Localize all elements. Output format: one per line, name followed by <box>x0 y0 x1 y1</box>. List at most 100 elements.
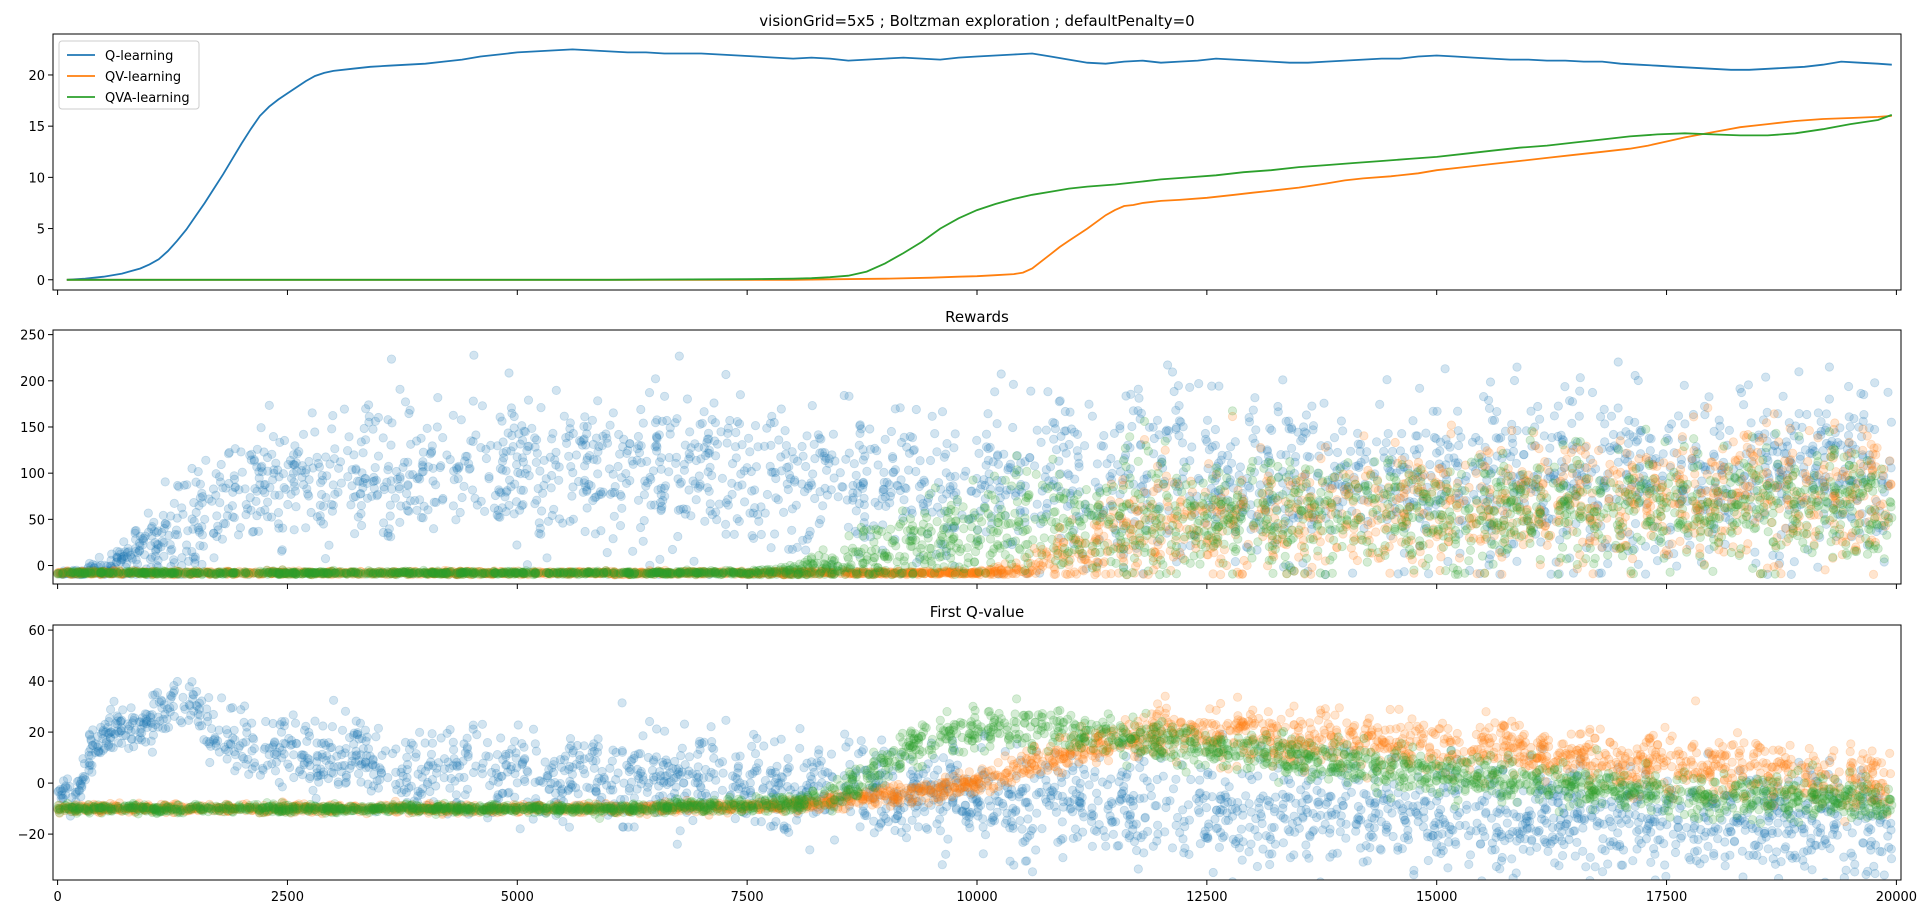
scatter-point <box>405 405 415 415</box>
scatter-point <box>714 499 725 509</box>
scatter-point <box>1856 388 1866 399</box>
scatter-point <box>1622 448 1632 458</box>
scatter-point <box>780 425 790 436</box>
scatter-point <box>1279 524 1289 534</box>
scatter-point <box>1332 447 1343 458</box>
y-tick-label: 0 <box>37 274 45 289</box>
scatter-point <box>636 458 646 468</box>
scatter-point <box>172 513 182 523</box>
scatter-point <box>1580 462 1590 472</box>
scatter-point <box>855 421 865 431</box>
scatter-point <box>1394 504 1405 514</box>
scatter-point <box>1597 542 1607 552</box>
scatter-point <box>512 540 522 550</box>
scatter-point <box>578 487 588 497</box>
scatter-point <box>1050 424 1061 434</box>
scatter-point <box>524 470 534 481</box>
scatter-point <box>283 459 293 470</box>
scatter-point <box>1613 444 1623 454</box>
scatter-point <box>608 408 618 418</box>
scatter-point <box>1051 445 1062 455</box>
scatter-point <box>890 465 901 475</box>
scatter-point <box>641 481 651 491</box>
scatter-point <box>449 466 459 476</box>
scatter-point <box>686 511 696 521</box>
scatter-point <box>819 451 829 461</box>
scatter-point <box>974 448 984 458</box>
scatter-point <box>770 467 780 478</box>
scatter-point <box>816 515 826 525</box>
scatter-point <box>652 415 662 425</box>
scatter-point <box>1244 412 1254 423</box>
scatter-point <box>617 503 627 513</box>
scatter-point <box>656 490 666 500</box>
scatter-point <box>1111 528 1121 538</box>
scatter-point <box>784 470 795 480</box>
scatter-point <box>886 488 896 498</box>
scatter-point <box>682 394 693 404</box>
scatter-point <box>201 455 211 465</box>
scatter-point <box>1387 446 1398 456</box>
scatter-point <box>1600 419 1610 429</box>
scatter-point <box>347 481 357 491</box>
scatter-point <box>514 429 524 439</box>
scatter-point <box>1352 486 1362 496</box>
scatter-point <box>1264 451 1274 461</box>
scatter-point <box>1049 495 1059 505</box>
legend-label: Q-learning <box>105 49 173 64</box>
scatter-point <box>1615 436 1625 446</box>
scatter-point <box>899 495 909 505</box>
scatter-point <box>1502 448 1512 458</box>
scatter-point <box>418 462 428 472</box>
scatter-point <box>1597 444 1607 454</box>
scatter-point <box>336 478 346 488</box>
scatter-point <box>1172 557 1182 567</box>
scatter-point <box>368 424 378 434</box>
scatter-point <box>418 447 428 457</box>
scatter-point <box>1148 422 1158 432</box>
scatter-point <box>942 438 952 449</box>
scatter-point <box>193 466 203 477</box>
scatter-point <box>187 463 197 474</box>
scatter-point <box>1381 438 1391 448</box>
scatter-point <box>1644 433 1654 443</box>
scatter-point <box>638 418 648 428</box>
scatter-point <box>1425 459 1435 470</box>
scatter-point <box>535 523 545 534</box>
scatter-point <box>1244 417 1255 427</box>
scatter-point <box>1774 560 1784 570</box>
scatter-point <box>1702 486 1713 496</box>
scatter-point <box>1666 419 1677 429</box>
scatter-point <box>1120 473 1130 483</box>
scatter-point <box>820 483 830 493</box>
scatter-point <box>513 467 523 478</box>
scatter-point <box>1185 382 1195 392</box>
scatter-point <box>1603 558 1613 569</box>
scatter-point <box>1255 480 1265 490</box>
scatter-point <box>1802 409 1812 420</box>
scatter-point <box>1064 439 1074 450</box>
scatter-point <box>1640 541 1651 551</box>
scatter-point <box>1276 449 1286 460</box>
scatter-point <box>1319 398 1329 408</box>
scatter-point <box>1204 459 1214 469</box>
scatter-point <box>848 495 858 505</box>
scatter-point <box>1700 409 1710 420</box>
scatter-point <box>1739 430 1749 440</box>
scatter-point <box>133 548 143 558</box>
scatter-point <box>215 477 226 487</box>
scatter-point <box>68 565 78 575</box>
scatter-point <box>1658 449 1668 459</box>
scatter-point <box>356 509 366 519</box>
scatter-point <box>1061 448 1071 458</box>
scatter-point <box>554 462 564 472</box>
scatter-point <box>751 462 762 472</box>
scatter-point <box>1200 428 1211 439</box>
scatter-point <box>1709 483 1720 493</box>
scatter-point <box>1484 403 1495 413</box>
scatter-point <box>1625 429 1635 440</box>
scatter-point <box>463 459 474 469</box>
scatter-point <box>278 523 288 533</box>
scatter-point <box>807 400 817 411</box>
scatter-point <box>408 469 418 480</box>
